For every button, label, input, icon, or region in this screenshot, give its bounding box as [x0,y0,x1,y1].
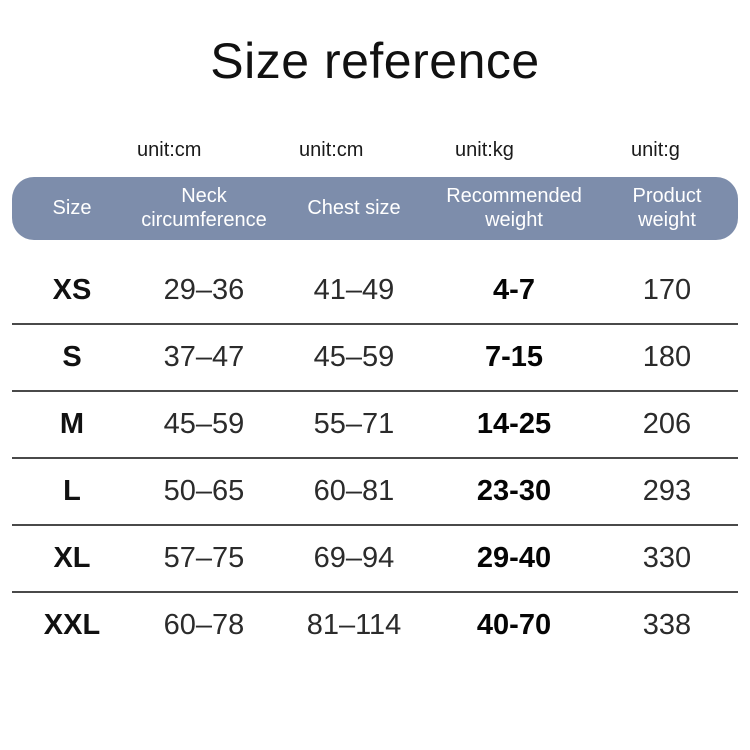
column-header-product-weight: Product weight [632,185,702,231]
cell-size: XL [53,542,91,574]
unit-label-product-weight: unit:g [631,139,680,161]
cell-recommended-weight: 40-70 [476,609,552,641]
cell-size: L [63,475,81,507]
column-header-neck-circumference: Neck circumference [141,185,267,231]
page-title: Size reference [210,33,540,89]
cell-recommended-weight: 4-7 [493,274,535,306]
cell-product-weight: 330 [642,542,692,574]
cell-neck-circumference: 45–59 [163,408,245,440]
cell-size: M [59,408,85,440]
column-header-chest-size: Chest size [307,196,401,219]
column-header-size: Size [52,196,92,219]
cell-size: XS [52,274,92,306]
unit-label-recommended-weight: unit:kg [455,139,514,161]
table-row: M 45–59 55–71 14-25 206 [12,392,738,459]
cell-recommended-weight: 7-15 [484,341,544,373]
cell-recommended-weight: 23-30 [476,475,552,507]
cell-chest-size: 41–49 [313,274,395,306]
cell-chest-size: 81–114 [306,609,402,641]
cell-size: S [62,341,82,373]
table-body: XS 29–36 41–49 4-7 170 S 37–47 45–59 7-15 180 M 45–… [12,258,738,658]
cell-chest-size: 69–94 [313,542,395,574]
cell-chest-size: 60–81 [313,475,395,507]
table-row: XS 29–36 41–49 4-7 170 [12,258,738,325]
cell-chest-size: 55–71 [313,408,395,440]
unit-label-neck: unit:cm [137,139,202,161]
cell-recommended-weight: 29-40 [476,542,552,574]
table-header-row: Size Neck circumference Chest size Recom… [12,177,738,240]
column-header-recommended-weight: Recommended weight [446,185,582,231]
table-row: XXL 60–78 81–114 40-70 338 [12,593,738,658]
cell-neck-circumference: 50–65 [163,475,245,507]
cell-size: XXL [43,609,101,641]
table-row: XL 57–75 69–94 29-40 330 [12,526,738,593]
cell-product-weight: 170 [642,274,692,306]
units-row: unit:cm unit:cm unit:kg unit:g [12,139,738,167]
cell-product-weight: 293 [642,475,692,507]
cell-chest-size: 45–59 [313,341,395,373]
cell-product-weight: 206 [642,408,692,440]
cell-neck-circumference: 29–36 [163,274,245,306]
cell-recommended-weight: 14-25 [476,408,552,440]
table-row: S 37–47 45–59 7-15 180 [12,325,738,392]
cell-product-weight: 338 [642,609,692,641]
cell-neck-circumference: 60–78 [163,609,245,641]
cell-neck-circumference: 57–75 [163,542,245,574]
table-row: L 50–65 60–81 23-30 293 [12,459,738,526]
cell-product-weight: 180 [642,341,692,373]
unit-label-chest: unit:cm [299,139,364,161]
cell-neck-circumference: 37–47 [163,341,245,373]
